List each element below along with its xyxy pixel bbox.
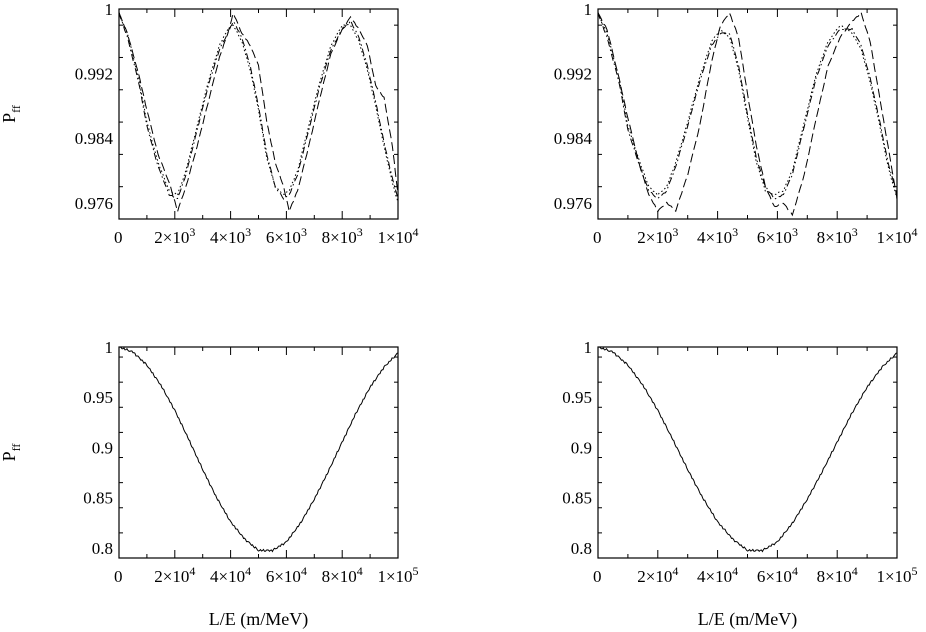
y-tick-label: 0.984 <box>75 129 114 148</box>
panel-bottom-left: 1 0.95 0.9 0.85 0.80 2×104 4×104 6×104 8×104 1×10… <box>0 338 419 630</box>
x-tick-label: 0 <box>114 567 123 586</box>
series-line-dashed <box>598 11 897 217</box>
y-tick-label: 0.992 <box>554 65 592 84</box>
x-tick-label: 6×104 <box>266 564 307 586</box>
y-tick-label: 1 <box>584 0 593 19</box>
x-tick-label: 1×105 <box>377 564 418 586</box>
y-tick-label: 0.85 <box>83 489 113 508</box>
series-line-dashed <box>119 12 398 214</box>
y-axis-label: Pff <box>0 105 23 123</box>
x-tick-label: 8×104 <box>817 564 858 586</box>
y-tick-label: 1 <box>584 338 593 357</box>
x-tick-label: 0 <box>593 228 602 247</box>
y-tick-label: 0.8 <box>571 539 592 558</box>
axis-frame <box>118 346 399 559</box>
y-tick-label: 0.9 <box>92 438 113 457</box>
y-tick-label: 1 <box>105 338 114 357</box>
y-tick-label: 1 <box>105 0 114 19</box>
series-line-dotted <box>119 12 398 203</box>
x-tick-label: 0 <box>593 567 602 586</box>
y-tick-label: 0.984 <box>554 129 593 148</box>
x-tick-label: 8×104 <box>322 564 363 586</box>
x-tick-label: 4×104 <box>697 564 738 586</box>
x-tick-label: 6×103 <box>757 225 798 247</box>
y-tick-label: 0.976 <box>75 194 113 213</box>
x-tick-label: 8×103 <box>817 225 858 247</box>
x-tick-label: 1×105 <box>876 564 917 586</box>
series-line-dotted <box>598 12 897 199</box>
x-tick-label: 0 <box>114 228 123 247</box>
y-axis-label: Pff <box>0 444 23 462</box>
series-line-solid <box>119 347 398 553</box>
x-axis-label: L/E (m/MeV) <box>698 609 797 630</box>
y-tick-label: 0.95 <box>562 388 592 407</box>
x-tick-label: 1×104 <box>377 225 418 247</box>
x-tick-label: 2×103 <box>154 225 195 247</box>
series-group <box>598 11 897 217</box>
series-line-dashdot <box>119 12 398 200</box>
x-tick-label: 4×103 <box>210 225 251 247</box>
x-axis-label: L/E (m/MeV) <box>209 609 308 630</box>
y-tick-label: 0.9 <box>571 438 592 457</box>
y-tick-label: 0.992 <box>75 65 113 84</box>
axis-frame <box>597 346 898 559</box>
panel-bottom-right: 1 0.95 0.9 0.85 0.80 2×104 4×104 6×104 8×104 1×10… <box>562 338 917 630</box>
x-tick-label: 2×104 <box>154 564 195 586</box>
axis-frame <box>118 8 399 220</box>
series-group <box>119 12 398 214</box>
x-tick-label: 1×104 <box>876 225 917 247</box>
x-tick-label: 8×103 <box>322 225 363 247</box>
x-tick-label: 2×103 <box>637 225 678 247</box>
x-tick-label: 6×103 <box>266 225 307 247</box>
y-tick-label: 0.976 <box>554 194 592 213</box>
y-tick-label: 0.85 <box>562 489 592 508</box>
x-tick-label: 4×103 <box>697 225 738 247</box>
y-tick-label: 0.95 <box>83 388 113 407</box>
y-tick-label: 0.8 <box>92 539 113 558</box>
x-tick-label: 4×104 <box>210 564 251 586</box>
series-group <box>598 347 897 553</box>
x-tick-label: 6×104 <box>757 564 798 586</box>
series-line-solid <box>598 347 897 553</box>
series-line-dashdot <box>598 12 897 200</box>
x-tick-label: 2×104 <box>637 564 678 586</box>
series-group <box>119 347 398 553</box>
